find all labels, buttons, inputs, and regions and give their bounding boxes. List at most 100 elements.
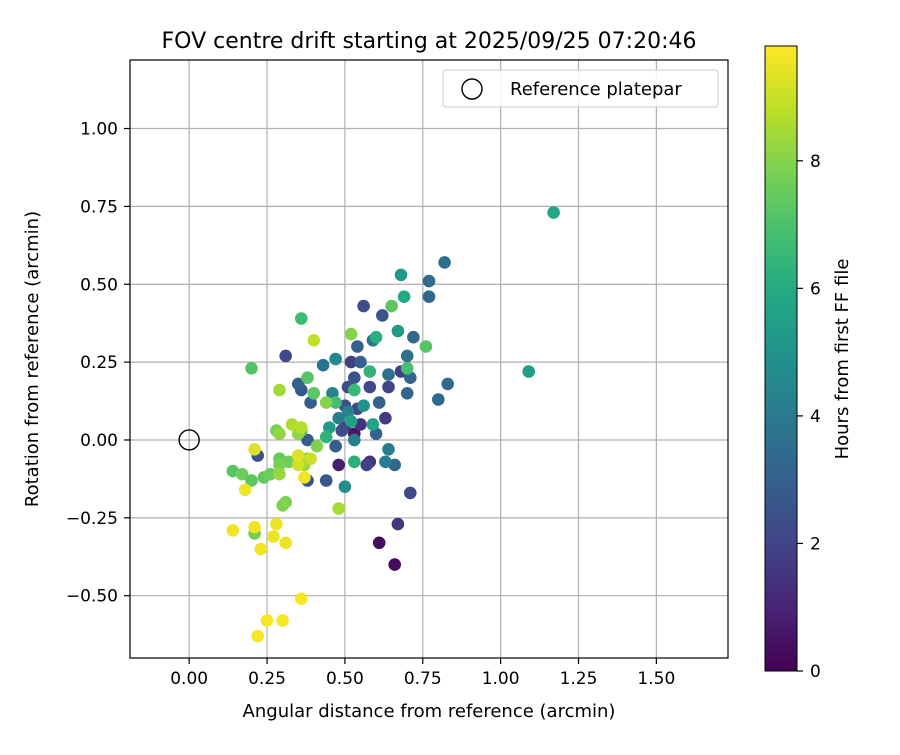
scatter-point xyxy=(547,206,560,219)
scatter-point xyxy=(291,458,305,472)
colorbar-tick-label: 2 xyxy=(810,534,821,554)
scatter-point xyxy=(291,449,305,462)
x-tick-label: 0.25 xyxy=(248,669,286,689)
scatter-point xyxy=(344,355,358,369)
y-tick-label: −0.50 xyxy=(66,587,118,607)
scatter-point xyxy=(522,365,535,378)
scatter-point xyxy=(329,396,342,409)
colorbar-gradient xyxy=(764,45,798,672)
scatter-point xyxy=(332,458,346,472)
scatter-point xyxy=(273,458,286,472)
scatter-point xyxy=(354,355,367,369)
scatter-point xyxy=(235,467,249,481)
scatter-point xyxy=(248,443,261,456)
scatter-point xyxy=(329,439,342,453)
scatter-point xyxy=(388,558,402,571)
scatter-point xyxy=(319,430,333,444)
scatter-point xyxy=(238,483,252,497)
scatter-point xyxy=(372,396,386,409)
data-points xyxy=(226,206,560,643)
scatter-point xyxy=(301,433,314,447)
colorbar-tick-label: 0 xyxy=(810,662,821,682)
scatter-point xyxy=(245,474,258,487)
scatter-point xyxy=(273,467,286,481)
colorbar-tick-label: 6 xyxy=(810,279,821,299)
scatter-point xyxy=(400,387,414,400)
scatter-point xyxy=(332,411,346,425)
scatter-point xyxy=(400,349,414,363)
x-tick-label: 0.50 xyxy=(326,669,364,689)
scatter-point xyxy=(422,274,436,288)
scatter-point xyxy=(438,256,451,269)
scatter-point xyxy=(344,327,358,341)
colorbar-label: Hours from first FF file xyxy=(832,259,853,460)
scatter-point xyxy=(363,380,377,394)
scatter-point xyxy=(254,542,268,556)
colorbar-tick-label: 4 xyxy=(810,407,821,427)
scatter-point xyxy=(276,499,289,512)
colorbar: 0 2 4 6 8 Hours from first FF file xyxy=(764,45,853,682)
scatter-point xyxy=(379,411,392,425)
x-axis-ticks: 0.00 0.25 0.50 0.75 1.00 1.25 1.50 xyxy=(170,658,675,689)
scatter-point xyxy=(404,486,417,500)
scatter-point xyxy=(394,268,408,282)
scatter-point xyxy=(348,383,361,397)
scatter-point xyxy=(379,455,392,469)
scatter-point xyxy=(298,471,311,484)
scatter-point xyxy=(351,340,364,353)
scatter-point xyxy=(279,536,293,550)
colorbar-tick-label: 8 xyxy=(810,152,821,172)
scatter-point xyxy=(276,614,289,627)
scatter-point xyxy=(226,524,240,537)
scatter-point xyxy=(260,614,274,627)
scatter-point xyxy=(391,324,405,338)
scatter-point xyxy=(397,290,411,304)
scatter-point xyxy=(348,433,361,447)
colorbar-ticks: 0 2 4 6 8 xyxy=(797,152,821,682)
y-tick-label: 1.00 xyxy=(80,120,118,140)
scatter-point xyxy=(376,309,389,322)
scatter-point xyxy=(422,290,436,304)
scatter-point xyxy=(310,439,324,453)
scatter-point xyxy=(304,452,317,466)
scatter-point xyxy=(248,520,261,534)
scatter-point xyxy=(270,517,283,531)
scatter-point xyxy=(382,368,395,381)
scatter-point xyxy=(419,340,433,353)
scatter-point xyxy=(357,399,370,413)
scatter-point xyxy=(307,334,321,347)
scatter-point xyxy=(307,387,321,400)
scatter-point xyxy=(366,418,380,431)
scatter-point xyxy=(291,377,305,391)
scatter-point xyxy=(295,421,308,434)
reference-platepar-marker xyxy=(178,429,200,451)
scatter-point xyxy=(391,517,405,531)
scatter-point xyxy=(245,362,258,375)
scatter-point xyxy=(332,502,346,515)
y-tick-label: 0.75 xyxy=(80,197,118,217)
scatter-point xyxy=(357,299,370,313)
y-tick-label: 0.00 xyxy=(80,431,118,451)
x-tick-label: 1.00 xyxy=(482,669,520,689)
scatter-point xyxy=(329,352,342,366)
scatter-point xyxy=(263,467,277,481)
plot-area-frame xyxy=(129,59,729,659)
scatter-point xyxy=(251,629,264,643)
y-tick-label: 0.50 xyxy=(80,275,118,295)
scatter-point xyxy=(382,380,395,394)
scatter-point xyxy=(295,592,308,606)
legend-entry-reference-platepar: Reference platepar xyxy=(510,79,682,100)
x-tick-label: 1.25 xyxy=(560,669,598,689)
scatter-point xyxy=(344,415,358,428)
scatter-point xyxy=(273,427,286,441)
scatter-point xyxy=(301,371,314,385)
scatter-point xyxy=(441,377,455,391)
scatter-point xyxy=(273,383,286,397)
scatter-point xyxy=(338,480,352,494)
scatter-point xyxy=(319,474,333,487)
scatter-point xyxy=(267,530,280,543)
legend-box xyxy=(442,69,719,108)
scatter-point xyxy=(295,312,308,325)
